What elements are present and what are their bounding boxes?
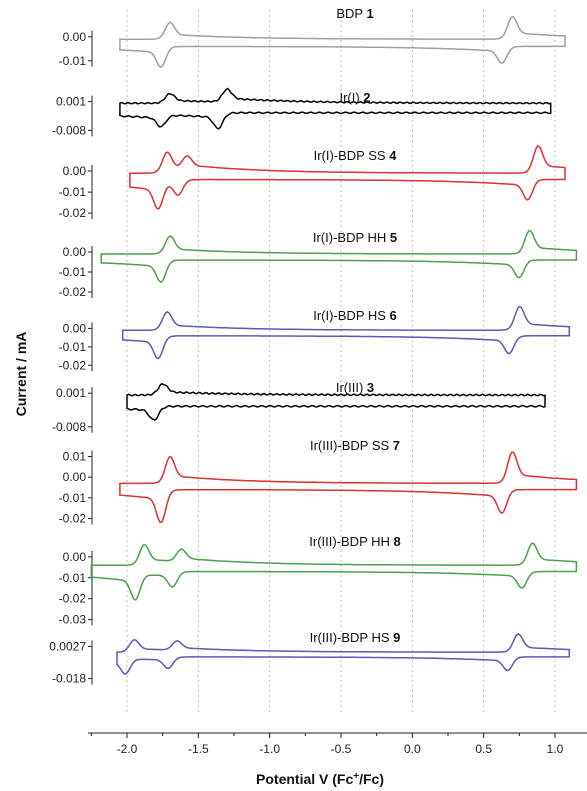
- panel-2: 0.001 -0.008 Ir(I) 2: [52, 87, 552, 137]
- panel-6-label: Ir(I)-BDP HS 6: [313, 308, 397, 323]
- panel-1-y-tick-label-0: 0.00: [63, 30, 87, 44]
- panel-5-y-tick-label-2: -0.02: [59, 285, 87, 299]
- panel-5-label-number: 5: [390, 230, 397, 245]
- panel-3-label-number: 3: [367, 380, 374, 395]
- panel-7-y-tick-label-0: 0.01: [63, 450, 87, 464]
- x-axis-title: Potential V (Fc+/Fc): [256, 771, 384, 787]
- panel-7-label: Ir(III)-BDP SS 7: [310, 438, 400, 453]
- panel-4-trace: [129, 144, 566, 210]
- panel-5-y-tick-label-1: -0.01: [59, 265, 87, 279]
- panel-5: 0.00 -0.01 -0.02 Ir(I)-BDP HH 5: [59, 229, 578, 299]
- panel-4-y-tick-label-2: -0.02: [59, 206, 87, 220]
- panel-9: 0.0027 -0.018 Ir(III)-BDP HS 9: [49, 630, 571, 686]
- panel-8-y-tick-label-0: 0.00: [63, 550, 87, 564]
- panel-6: 0.00 -0.01 -0.02 Ir(I)-BDP HS 6: [59, 305, 571, 372]
- panel-7-y-tick-label-3: -0.02: [59, 511, 87, 525]
- x-axis-title-main: Potential V (Fc: [256, 771, 353, 787]
- panel-7-label-number: 7: [393, 438, 400, 453]
- panel-3-y-tick-label-1: -0.008: [52, 420, 86, 434]
- panel-2-label: Ir(I) 2: [339, 90, 370, 105]
- x-axis: -2.0 -1.5 -1.0 -0.5 0.0 0.5 1.0: [88, 732, 587, 756]
- panel-9-trace: [116, 632, 571, 675]
- panel-8-label-number: 8: [394, 534, 401, 549]
- panel-3-label: Ir(III) 3: [336, 380, 374, 395]
- panel-1-y-tick-label-1: -0.01: [59, 54, 87, 68]
- panel-8: 0.00 -0.01 -0.02 -0.03 Ir(III)-BDP HH 8: [59, 534, 578, 627]
- panel-5-label-name: Ir(I)-BDP HH: [313, 230, 390, 245]
- panel-8-y-tick-label-3: -0.03: [59, 613, 87, 627]
- panel-1: 0.00 -0.01 BDP 1: [59, 6, 566, 69]
- panel-2-trace: [119, 87, 552, 130]
- panel-6-trace: [121, 305, 571, 360]
- panel-1-trace: [119, 15, 566, 69]
- panel-1-label-number: 1: [366, 6, 373, 21]
- panel-1-label: BDP 1: [336, 6, 373, 21]
- panel-5-y-tick-label-0: 0.00: [63, 245, 87, 259]
- panel-4-label-number: 4: [389, 148, 397, 163]
- x-tick-label-6: 1.0: [547, 742, 564, 756]
- x-tick-label-2: -1.0: [259, 742, 280, 756]
- panel-4-label: Ir(I)-BDP SS 4: [314, 148, 398, 163]
- panel-2-label-number: 2: [363, 90, 370, 105]
- x-axis-title-superscript: +: [353, 771, 359, 782]
- panel-2-y-tick-label-1: -0.008: [52, 123, 86, 137]
- panel-4-label-name: Ir(I)-BDP SS: [314, 148, 390, 163]
- panel-4: 0.00 -0.01 -0.02 Ir(I)-BDP SS 4: [59, 144, 566, 220]
- panel-6-label-name: Ir(I)-BDP HS: [313, 308, 389, 323]
- y-axis-title: Current / mA: [13, 332, 29, 417]
- panel-6-y-tick-label-1: -0.01: [59, 340, 87, 354]
- panel-4-y-tick-label-0: 0.00: [63, 164, 87, 178]
- x-tick-label-3: -0.5: [331, 742, 352, 756]
- panel-9-label-name: Ir(III)-BDP HS: [310, 630, 394, 645]
- x-axis-title-tail: /Fc): [359, 771, 384, 787]
- panel-5-trace: [100, 229, 578, 284]
- panel-8-trace: [90, 542, 578, 601]
- panel-7-y-tick-label-2: -0.01: [59, 491, 87, 505]
- panel-8-label-name: Ir(III)-BDP HH: [309, 534, 393, 549]
- x-tick-label-0: -2.0: [117, 742, 138, 756]
- panel-1-label-name: BDP: [336, 6, 366, 21]
- panel-6-y-tick-label-0: 0.00: [63, 321, 87, 335]
- panel-6-y-tick-label-2: -0.02: [59, 358, 87, 372]
- panel-6-label-number: 6: [390, 308, 397, 323]
- panel-8-label: Ir(III)-BDP HH 8: [309, 534, 401, 549]
- panel-9-label-number: 9: [393, 630, 400, 645]
- panel-3-label-name: Ir(III): [336, 380, 367, 395]
- panel-5-label: Ir(I)-BDP HH 5: [313, 230, 397, 245]
- panel-3-trace: [126, 382, 546, 421]
- panel-8-y-tick-label-1: -0.01: [59, 571, 87, 585]
- panel-7: 0.01 0.00 -0.01 -0.02 Ir(III)-BDP SS 7: [59, 438, 578, 525]
- panel-9-y-tick-label-0: 0.0027: [49, 639, 86, 653]
- panel-8-y-tick-label-2: -0.02: [59, 592, 87, 606]
- panel-2-y-tick-label-0: 0.001: [56, 95, 86, 109]
- panel-7-y-tick-label-1: 0.00: [63, 470, 87, 484]
- x-tick-label-1: -1.5: [188, 742, 209, 756]
- x-tick-label-4: 0.0: [404, 742, 421, 756]
- panel-4-y-tick-label-1: -0.01: [59, 185, 87, 199]
- panel-9-y-tick-label-1: -0.018: [52, 672, 86, 686]
- panel-3: 0.001 -0.008 Ir(III) 3: [52, 380, 546, 434]
- panel-7-trace: [119, 451, 578, 524]
- x-tick-label-5: 0.5: [475, 742, 492, 756]
- panel-3-y-tick-label-0: 0.001: [56, 386, 86, 400]
- panel-7-label-name: Ir(III)-BDP SS: [310, 438, 393, 453]
- panel-2-label-name: Ir(I): [339, 90, 363, 105]
- panel-9-label: Ir(III)-BDP HS 9: [310, 630, 401, 645]
